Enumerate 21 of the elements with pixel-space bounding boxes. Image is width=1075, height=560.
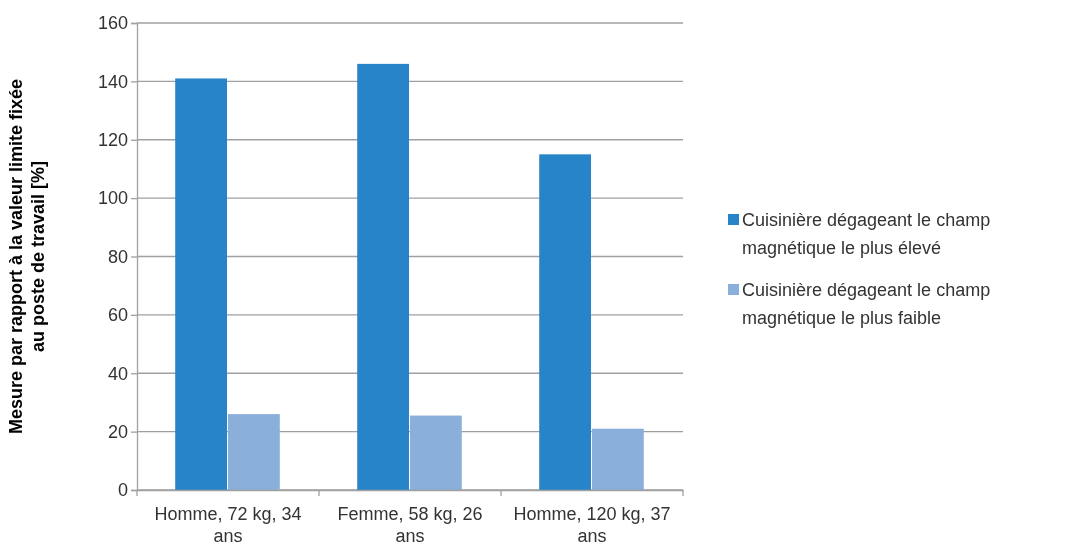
bar	[228, 414, 280, 490]
bar	[410, 415, 462, 490]
y-tick-label: 140	[97, 71, 128, 92]
x-tick-label: Femme, 58 kg, 26 ans	[337, 504, 483, 546]
bar	[539, 154, 591, 490]
y-tick-label: 100	[97, 188, 128, 209]
legend-label: Cuisinière dégageant le champ magnétique le plus faible	[742, 280, 991, 328]
x-tick-label: Homme, 120 kg, 37 ans	[513, 504, 671, 546]
y-tick-label: 40	[107, 363, 128, 384]
y-axis-title: Mesure par rapport à la valeur limite fixée au poste de travail [%]	[6, 78, 48, 435]
legend-label: Cuisinière dégageant le champ magnétique le plus élevé	[742, 210, 991, 258]
x-tick-label: Homme, 72 kg, 34 ans	[154, 504, 302, 546]
y-tick-label: 20	[107, 421, 128, 442]
y-tick-label: 0	[117, 480, 128, 501]
y-tick-label: 60	[107, 305, 128, 326]
bar	[357, 63, 409, 490]
y-tick-label: 160	[97, 13, 128, 34]
bar	[175, 78, 227, 490]
y-tick-label: 80	[107, 246, 128, 267]
y-tick-label: 120	[97, 130, 128, 151]
bar	[592, 428, 644, 490]
